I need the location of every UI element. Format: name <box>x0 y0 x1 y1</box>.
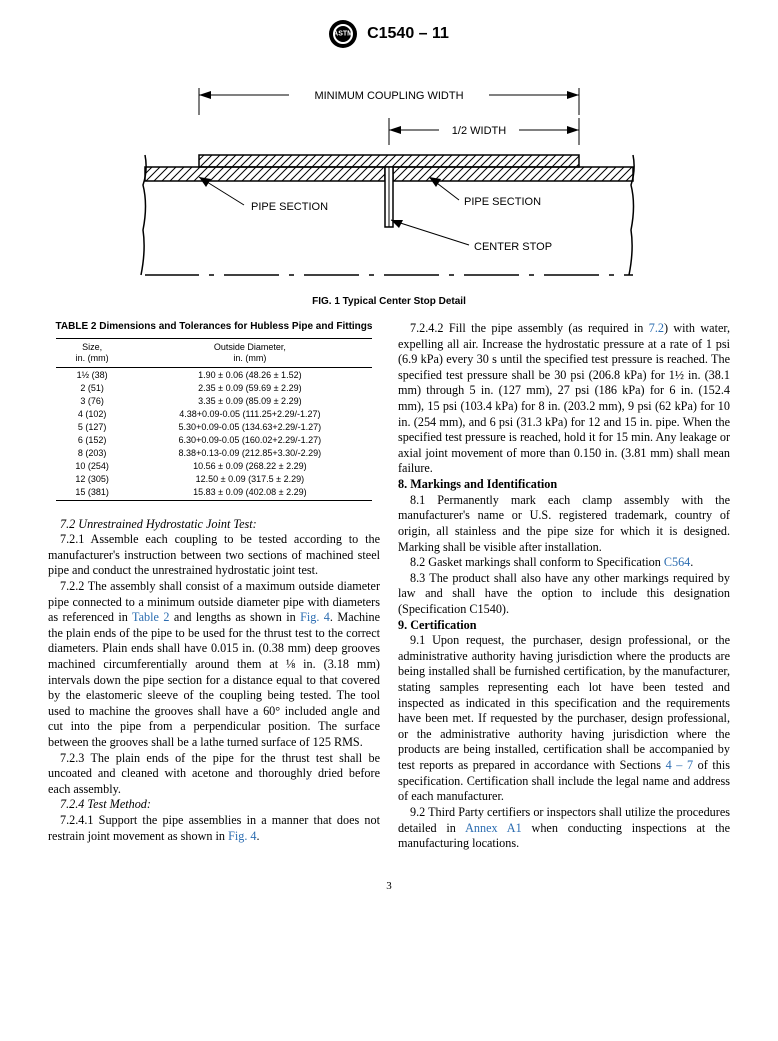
right-body-text: 7.2.4.2 Fill the pipe assembly (as requi… <box>398 321 730 852</box>
page-number: 3 <box>48 880 730 892</box>
section-7-2-4-head: 7.2.4 Test Method: <box>48 797 380 813</box>
table-cell-size: 8 (203) <box>56 446 128 459</box>
table-row: 8 (203)8.38+0.13-0.09 (212.85+3.30/-2.29… <box>56 446 371 459</box>
section-7-2-head: 7.2 Unrestrained Hydrostatic Joint Test: <box>48 517 380 533</box>
table-cell-od: 12.50 ± 0.09 (317.5 ± 2.29) <box>128 472 372 485</box>
table-cell-od: 3.35 ± 0.09 (85.09 ± 2.29) <box>128 394 372 407</box>
table-cell-od: 4.38+0.09-0.05 (111.25+2.29/-1.27) <box>128 407 372 420</box>
table-row: 15 (381)15.83 ± 0.09 (402.08 ± 2.29) <box>56 485 371 500</box>
para-7-2-4-2: 7.2.4.2 Fill the pipe assembly (as requi… <box>398 321 730 477</box>
para-8-1: 8.1 Permanently mark each clamp assembly… <box>398 493 730 555</box>
table-cell-size: 5 (127) <box>56 420 128 433</box>
table-cell-size: 10 (254) <box>56 459 128 472</box>
table-cell-od: 6.30+0.09-0.05 (160.02+2.29/-1.27) <box>128 433 372 446</box>
table-row: 4 (102)4.38+0.09-0.05 (111.25+2.29/-1.27… <box>56 407 371 420</box>
table-row: 12 (305)12.50 ± 0.09 (317.5 ± 2.29) <box>56 472 371 485</box>
para-8-3: 8.3 The product shall also have any othe… <box>398 571 730 618</box>
para-7-2-4-1: 7.2.4.1 Support the pipe assemblies in a… <box>48 813 380 844</box>
label-half-width: 1/2 WIDTH <box>452 125 506 137</box>
page: ASTM C1540 – 11 MINIMUM COUPLING WIDTH <box>0 0 778 922</box>
table-cell-od: 10.56 ± 0.09 (268.22 ± 2.29) <box>128 459 372 472</box>
para-7-2-3: 7.2.3 The plain ends of the pipe for the… <box>48 751 380 798</box>
ref-c564[interactable]: C564 <box>664 555 690 569</box>
table-cell-od: 8.38+0.13-0.09 (212.85+3.30/-2.29) <box>128 446 372 459</box>
label-pipe-left: PIPE SECTION <box>251 201 328 213</box>
section-8-head: 8. Markings and Identification <box>398 477 730 493</box>
label-min-coupling-width: MINIMUM COUPLING WIDTH <box>314 90 463 102</box>
content-columns: TABLE 2 Dimensions and Tolerances for Hu… <box>48 321 730 852</box>
table-row: 1½ (38)1.90 ± 0.06 (48.26 ± 1.52) <box>56 368 371 382</box>
table-cell-od: 1.90 ± 0.06 (48.26 ± 1.52) <box>128 368 372 382</box>
table-row: 10 (254)10.56 ± 0.09 (268.22 ± 2.29) <box>56 459 371 472</box>
table-cell-size: 3 (76) <box>56 394 128 407</box>
ref-sections-4-7[interactable]: 4 – 7 <box>666 758 693 772</box>
para-7-2-1: 7.2.1 Assemble each coupling to be teste… <box>48 532 380 579</box>
ref-fig4[interactable]: Fig. 4 <box>300 610 330 624</box>
para-9-1: 9.1 Upon request, the purchaser, design … <box>398 633 730 805</box>
label-pipe-right: PIPE SECTION <box>464 196 541 208</box>
table2-title: TABLE 2 Dimensions and Tolerances for Hu… <box>48 321 380 334</box>
right-column: 7.2.4.2 Fill the pipe assembly (as requi… <box>398 321 730 852</box>
table2: Size, in. (mm) Outside Diameter, in. (mm… <box>56 338 371 501</box>
figure-1-caption: FIG. 1 Typical Center Stop Detail <box>48 296 730 307</box>
table2-header-od: Outside Diameter, in. (mm) <box>128 338 372 368</box>
designation-title: C1540 – 11 <box>367 25 449 43</box>
page-header: ASTM C1540 – 11 <box>48 20 730 48</box>
ref-annex-a1[interactable]: Annex A1 <box>465 821 522 835</box>
label-center-stop: CENTER STOP <box>474 241 552 253</box>
table2-header-size: Size, in. (mm) <box>56 338 128 368</box>
table-cell-size: 2 (51) <box>56 381 128 394</box>
table-row: 3 (76)3.35 ± 0.09 (85.09 ± 2.29) <box>56 394 371 407</box>
table-row: 5 (127)5.30+0.09-0.05 (134.63+2.29/-1.27… <box>56 420 371 433</box>
table-row: 6 (152)6.30+0.09-0.05 (160.02+2.29/-1.27… <box>56 433 371 446</box>
section-9-head: 9. Certification <box>398 618 730 634</box>
left-column: TABLE 2 Dimensions and Tolerances for Hu… <box>48 321 380 852</box>
table-cell-size: 4 (102) <box>56 407 128 420</box>
astm-logo: ASTM <box>329 20 357 48</box>
para-9-2: 9.2 Third Party certifiers or inspectors… <box>398 805 730 852</box>
para-7-2-2: 7.2.2 The assembly shall consist of a ma… <box>48 579 380 751</box>
table-cell-od: 15.83 ± 0.09 (402.08 ± 2.29) <box>128 485 372 500</box>
astm-logo-text: ASTM <box>333 31 353 38</box>
figure-1-svg: MINIMUM COUPLING WIDTH 1/2 WIDTH PIPE SE… <box>139 60 639 290</box>
table-cell-od: 2.35 ± 0.09 (59.69 ± 2.29) <box>128 381 372 394</box>
ref-7-2[interactable]: 7.2 <box>649 321 664 335</box>
table-cell-od: 5.30+0.09-0.05 (134.63+2.29/-1.27) <box>128 420 372 433</box>
table-row: 2 (51)2.35 ± 0.09 (59.69 ± 2.29) <box>56 381 371 394</box>
para-8-2: 8.2 Gasket markings shall conform to Spe… <box>398 555 730 571</box>
left-body-text: 7.2 Unrestrained Hydrostatic Joint Test:… <box>48 517 380 845</box>
table-cell-size: 12 (305) <box>56 472 128 485</box>
ref-fig4-b[interactable]: Fig. 4 <box>228 829 256 843</box>
figure-1: MINIMUM COUPLING WIDTH 1/2 WIDTH PIPE SE… <box>48 60 730 307</box>
ref-table2[interactable]: Table 2 <box>132 610 169 624</box>
table-cell-size: 1½ (38) <box>56 368 128 382</box>
table-cell-size: 15 (381) <box>56 485 128 500</box>
table-cell-size: 6 (152) <box>56 433 128 446</box>
